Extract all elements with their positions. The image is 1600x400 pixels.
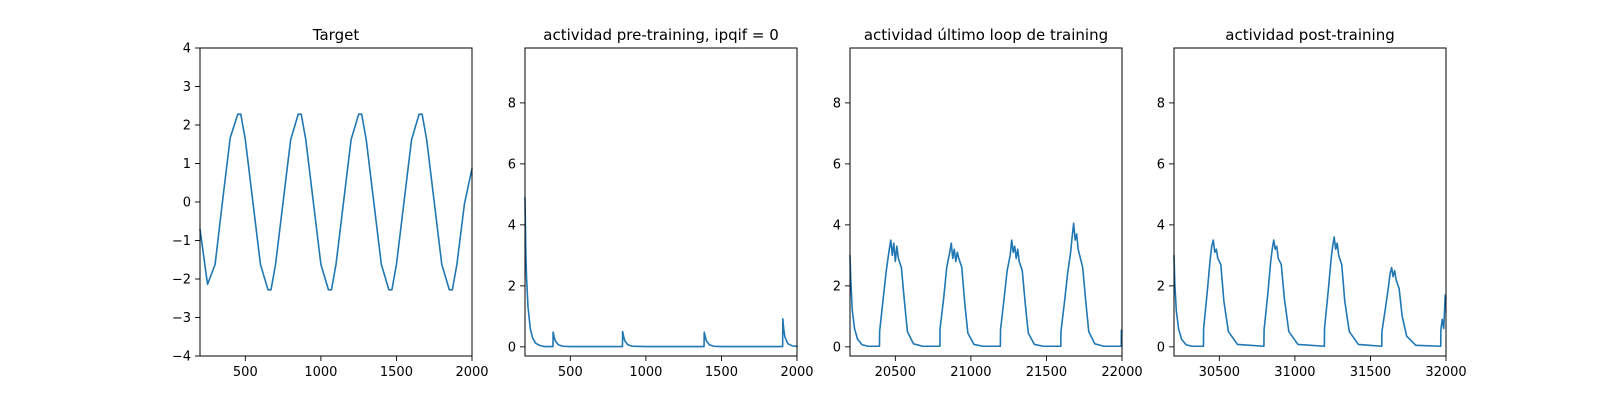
y-tick-label: 1 <box>183 157 191 172</box>
subplot-4: 30500 31000 31500 32000 0 2 4 6 8 actividad post… <box>1157 26 1467 380</box>
y-tick-label: 4 <box>833 218 841 233</box>
x-tick-label: 1500 <box>705 365 738 380</box>
y-tick-label: −4 <box>172 350 191 365</box>
y-tick-label: 6 <box>833 157 841 172</box>
y-tick-label: 0 <box>508 340 516 355</box>
subplot-title-3: actividad último loop de training <box>864 26 1108 44</box>
x-tick-label: 22000 <box>1101 365 1142 380</box>
y-tick-label: 2 <box>183 119 191 134</box>
y-tick-label: 3 <box>183 80 191 95</box>
subplot-title-1: Target <box>312 26 360 44</box>
x-tick-label: 20500 <box>875 365 916 380</box>
ticks-2: 500 1000 1500 2000 0 2 4 6 8 <box>508 96 814 380</box>
y-tick-label: 8 <box>508 96 516 111</box>
subplot-title-2: actividad pre-training, ipqif = 0 <box>543 26 779 44</box>
x-tick-label: 500 <box>233 365 258 380</box>
x-tick-label: 2000 <box>455 365 488 380</box>
y-tick-label: 0 <box>833 340 841 355</box>
x-tick-label: 31000 <box>1274 365 1315 380</box>
y-tick-label: 4 <box>508 218 516 233</box>
subplot-3: 20500 21000 21500 22000 0 2 4 6 8 actividad últi… <box>833 26 1143 380</box>
y-tick-label: 4 <box>1157 218 1165 233</box>
series-group-2 <box>524 196 798 348</box>
x-tick-label: 1500 <box>380 365 413 380</box>
x-tick-label: 31500 <box>1350 365 1391 380</box>
axes-frame-4 <box>1173 47 1447 357</box>
y-tick-label: 6 <box>1157 157 1165 172</box>
subplot-2: 500 1000 1500 2000 0 2 4 6 8 actividad pre-train… <box>508 26 814 380</box>
x-tick-label: 1000 <box>629 365 662 380</box>
series-line-2-1 <box>524 196 798 348</box>
y-tick-label: 8 <box>833 96 841 111</box>
y-tick-label: 2 <box>1157 279 1165 294</box>
axes-frame-3 <box>849 47 1123 357</box>
y-tick-label: 2 <box>833 279 841 294</box>
ticks-1: 500 1000 1500 2000 −4 −3 −2 −1 0 1 2 3 4 <box>172 42 489 381</box>
axes-frame-2 <box>524 47 798 357</box>
y-tick-label: 2 <box>508 279 516 294</box>
ticks-4: 30500 31000 31500 32000 0 2 4 6 8 <box>1157 96 1467 380</box>
y-tick-label: 4 <box>183 42 191 57</box>
y-tick-label: 0 <box>1157 340 1165 355</box>
series-group-1 <box>199 113 473 291</box>
series-line-4-1 <box>1173 236 1447 348</box>
y-tick-label: 6 <box>508 157 516 172</box>
x-tick-label: 32000 <box>1425 365 1466 380</box>
series-line-3-1 <box>849 222 1123 348</box>
y-tick-label: 0 <box>183 196 191 211</box>
series-group-4 <box>1173 236 1447 348</box>
series-group-3 <box>849 222 1123 348</box>
x-tick-label: 30500 <box>1199 365 1240 380</box>
y-tick-label: −3 <box>172 311 191 326</box>
x-tick-label: 2000 <box>780 365 813 380</box>
series-line-1-1 <box>199 113 473 291</box>
y-tick-label: −1 <box>172 234 191 249</box>
y-tick-label: −2 <box>172 273 191 288</box>
y-tick-label: 8 <box>1157 96 1165 111</box>
x-tick-label: 21000 <box>950 365 991 380</box>
x-tick-label: 500 <box>558 365 583 380</box>
x-tick-label: 21500 <box>1026 365 1067 380</box>
subplot-title-4: actividad post-training <box>1225 26 1394 44</box>
subplot-1: 500 1000 1500 2000 −4 −3 −2 −1 0 1 2 3 4 Target <box>172 26 489 380</box>
ticks-3: 20500 21000 21500 22000 0 2 4 6 8 <box>833 96 1143 380</box>
x-tick-label: 1000 <box>304 365 337 380</box>
